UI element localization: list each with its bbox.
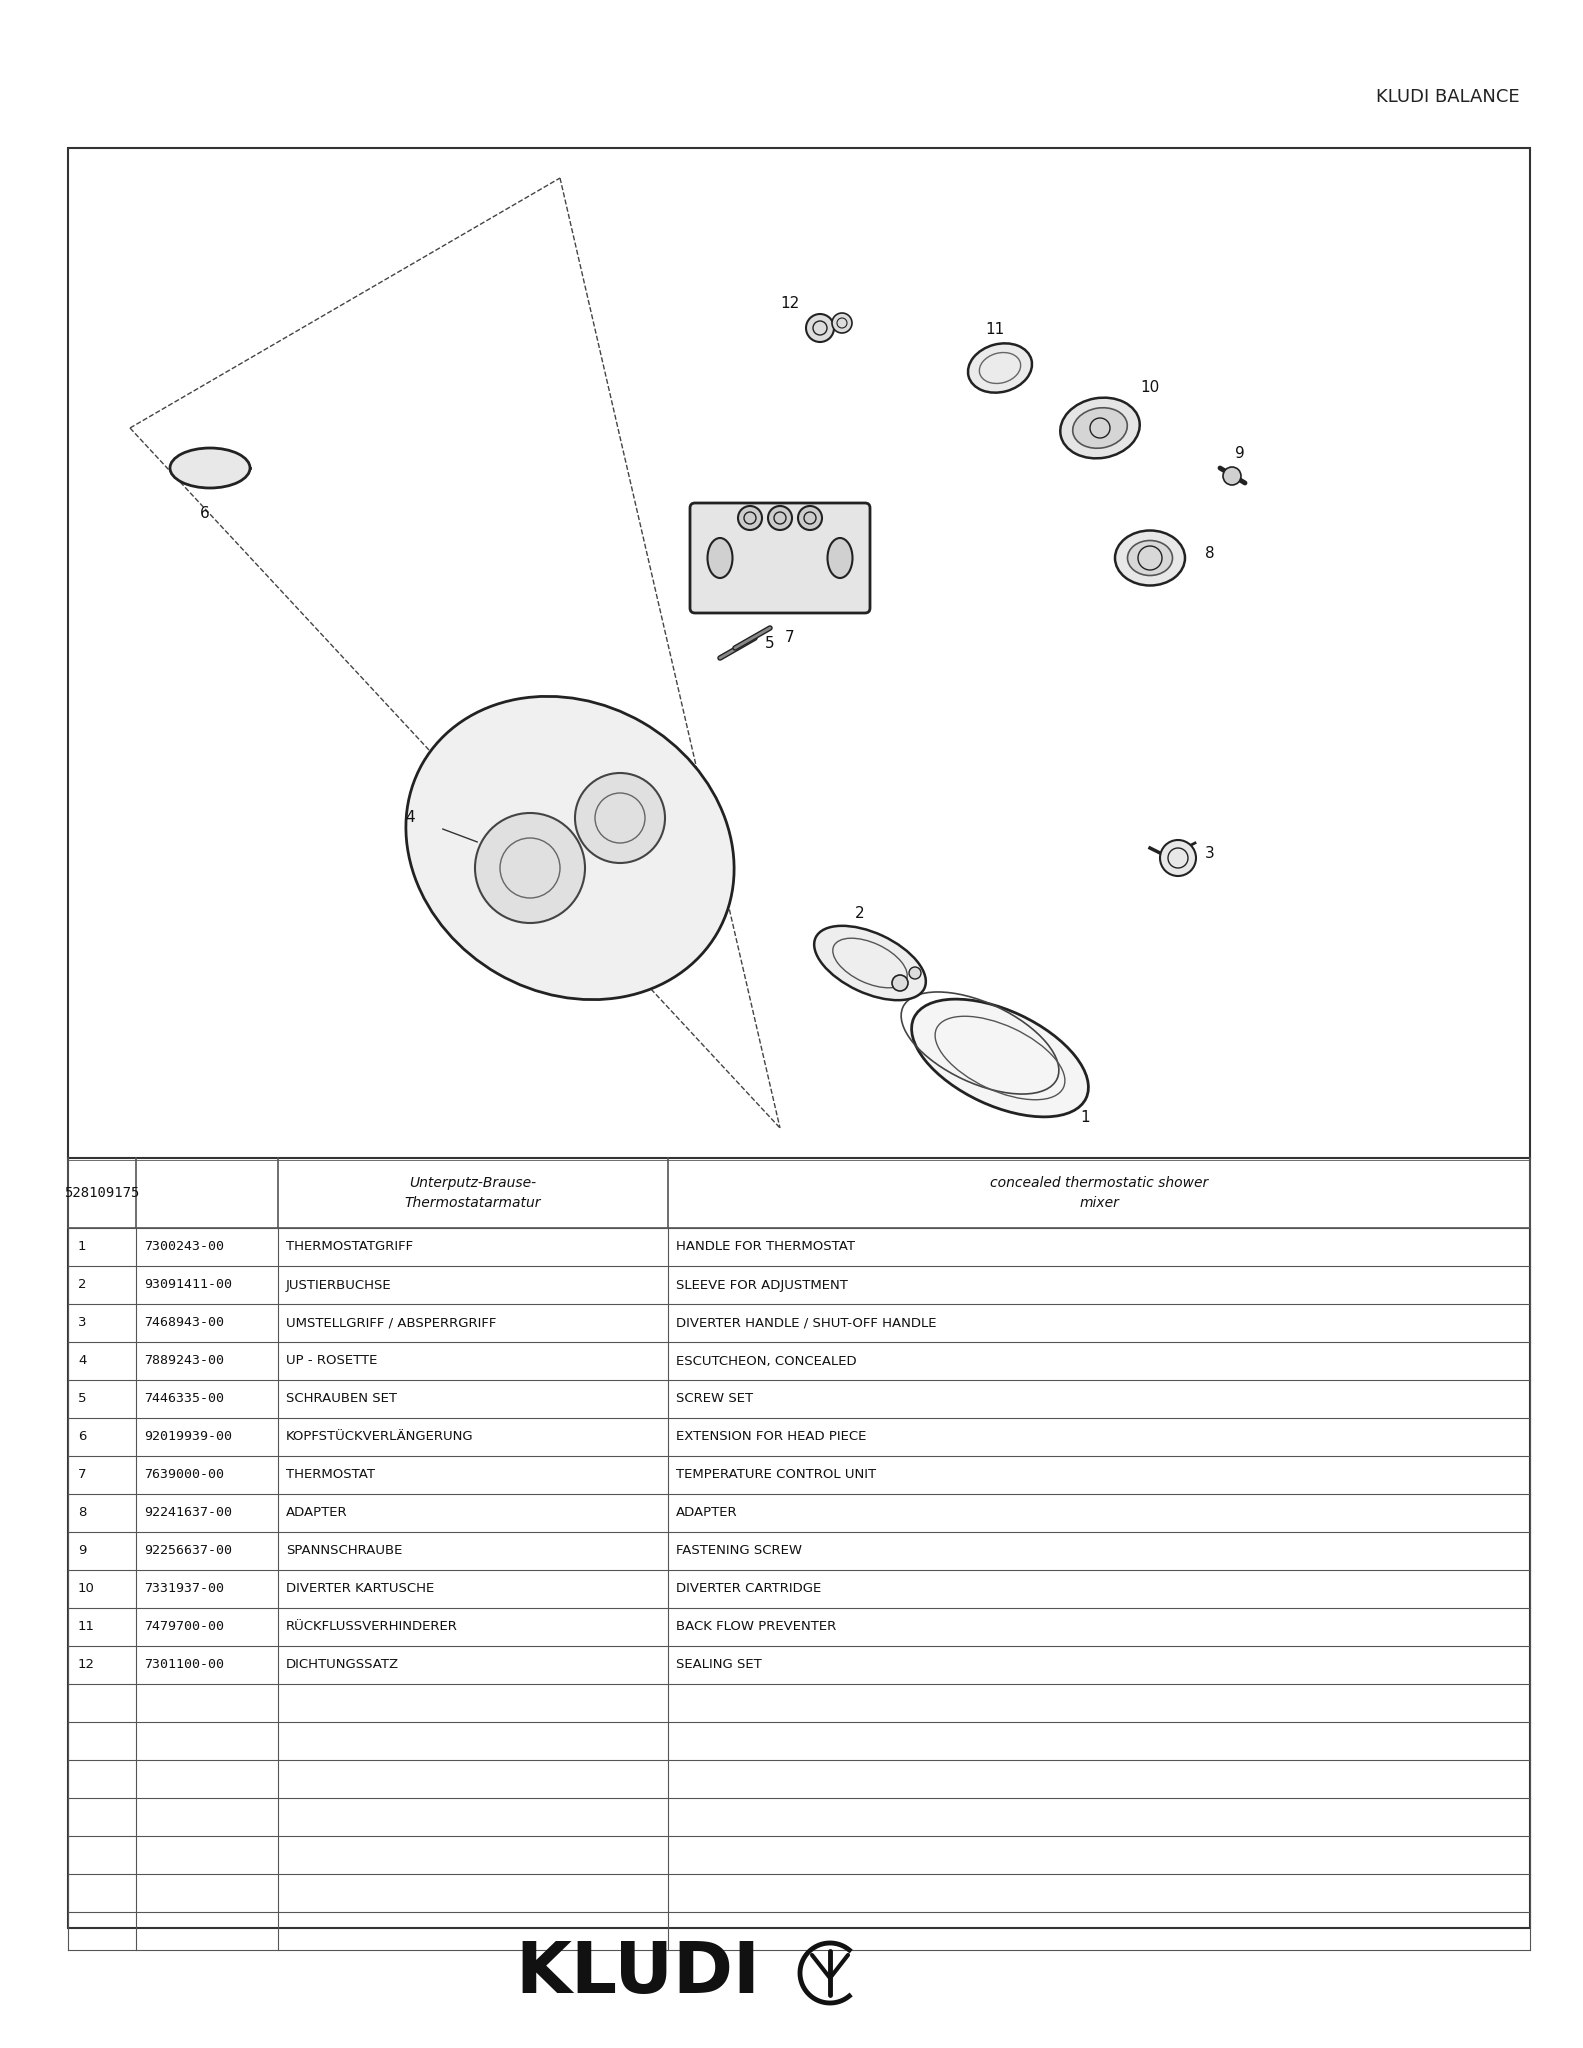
Text: 9: 9 (1235, 446, 1244, 461)
Text: 92019939-00: 92019939-00 (144, 1430, 233, 1444)
Text: DIVERTER HANDLE / SHUT-OFF HANDLE: DIVERTER HANDLE / SHUT-OFF HANDLE (676, 1317, 937, 1329)
Circle shape (833, 313, 852, 334)
Text: DICHTUNGSSATZ: DICHTUNGSSATZ (287, 1659, 399, 1671)
Text: 7889243-00: 7889243-00 (144, 1354, 225, 1368)
Text: 92256637-00: 92256637-00 (144, 1544, 233, 1556)
Text: EXTENSION FOR HEAD PIECE: EXTENSION FOR HEAD PIECE (676, 1430, 866, 1444)
Circle shape (891, 975, 909, 991)
Ellipse shape (1061, 397, 1140, 459)
Ellipse shape (1073, 408, 1127, 449)
Text: 92241637-00: 92241637-00 (144, 1507, 233, 1520)
Text: 528109175: 528109175 (65, 1186, 139, 1200)
Text: 1: 1 (1080, 1110, 1089, 1126)
Text: 7: 7 (785, 631, 795, 645)
Text: TEMPERATURE CONTROL UNIT: TEMPERATURE CONTROL UNIT (676, 1468, 875, 1481)
Text: JUSTIERBUCHSE: JUSTIERBUCHSE (287, 1278, 391, 1292)
Text: HANDLE FOR THERMOSTAT: HANDLE FOR THERMOSTAT (676, 1241, 855, 1253)
Text: 3: 3 (78, 1317, 87, 1329)
Ellipse shape (1127, 541, 1173, 575)
Text: Thermostatarmatur: Thermostatarmatur (405, 1196, 541, 1210)
Ellipse shape (967, 344, 1032, 393)
Text: DIVERTER CARTRIDGE: DIVERTER CARTRIDGE (676, 1583, 822, 1595)
Text: ESCUTCHEON, CONCEALED: ESCUTCHEON, CONCEALED (676, 1354, 856, 1368)
Circle shape (1160, 840, 1197, 877)
Text: RÜCKFLUSSVERHINDERER: RÜCKFLUSSVERHINDERER (287, 1620, 457, 1634)
Circle shape (798, 506, 822, 530)
Text: 2: 2 (855, 905, 864, 920)
Text: 7639000-00: 7639000-00 (144, 1468, 225, 1481)
Text: 7446335-00: 7446335-00 (144, 1393, 225, 1405)
Text: 8: 8 (78, 1507, 87, 1520)
Text: 3: 3 (1205, 846, 1214, 860)
Circle shape (738, 506, 761, 530)
Text: THERMOSTATGRIFF: THERMOSTATGRIFF (287, 1241, 413, 1253)
Text: 5: 5 (78, 1393, 87, 1405)
Text: SCREW SET: SCREW SET (676, 1393, 754, 1405)
Text: SPANNSCHRAUBE: SPANNSCHRAUBE (287, 1544, 402, 1556)
Text: 11: 11 (985, 322, 1005, 338)
Circle shape (475, 813, 586, 924)
Text: 7301100-00: 7301100-00 (144, 1659, 225, 1671)
Text: KLUDI BALANCE: KLUDI BALANCE (1376, 88, 1520, 106)
Text: concealed thermostatic shower: concealed thermostatic shower (989, 1176, 1208, 1190)
Text: FASTENING SCREW: FASTENING SCREW (676, 1544, 803, 1556)
Ellipse shape (1114, 530, 1186, 586)
Text: 6: 6 (199, 506, 211, 520)
Text: THERMOSTAT: THERMOSTAT (287, 1468, 375, 1481)
Circle shape (909, 967, 921, 979)
Circle shape (1224, 467, 1241, 485)
Text: 7300243-00: 7300243-00 (144, 1241, 225, 1253)
Text: UP - ROSETTE: UP - ROSETTE (287, 1354, 377, 1368)
Ellipse shape (708, 539, 733, 578)
Text: 6: 6 (78, 1430, 87, 1444)
Text: 7479700-00: 7479700-00 (144, 1620, 225, 1634)
FancyBboxPatch shape (690, 504, 871, 612)
Text: SCHRAUBEN SET: SCHRAUBEN SET (287, 1393, 397, 1405)
Text: 8: 8 (1205, 545, 1214, 561)
Text: 12: 12 (78, 1659, 95, 1671)
Text: UMSTELLGRIFF / ABSPERRGRIFF: UMSTELLGRIFF / ABSPERRGRIFF (287, 1317, 497, 1329)
Circle shape (575, 772, 665, 862)
Text: Unterputz-Brause-: Unterputz-Brause- (410, 1176, 537, 1190)
Text: ADAPTER: ADAPTER (287, 1507, 348, 1520)
Text: 11: 11 (78, 1620, 95, 1634)
Circle shape (806, 313, 834, 342)
Text: KLUDI: KLUDI (514, 1939, 760, 2007)
Ellipse shape (814, 926, 926, 999)
Text: 7: 7 (78, 1468, 87, 1481)
Text: SLEEVE FOR ADJUSTMENT: SLEEVE FOR ADJUSTMENT (676, 1278, 848, 1292)
Text: 7468943-00: 7468943-00 (144, 1317, 225, 1329)
Bar (68, 147, 1531, 1927)
Ellipse shape (828, 539, 853, 578)
Circle shape (768, 506, 792, 530)
Text: BACK FLOW PREVENTER: BACK FLOW PREVENTER (676, 1620, 836, 1634)
Text: 12: 12 (780, 295, 799, 311)
Ellipse shape (912, 999, 1089, 1116)
Text: 5: 5 (765, 635, 774, 651)
Text: 4: 4 (405, 811, 415, 825)
Ellipse shape (405, 696, 735, 999)
Text: 4: 4 (78, 1354, 87, 1368)
Text: 2: 2 (78, 1278, 87, 1292)
Text: 7331937-00: 7331937-00 (144, 1583, 225, 1595)
Text: 9: 9 (78, 1544, 87, 1556)
Text: 10: 10 (78, 1583, 95, 1595)
Text: KOPFSTÜCKVERLÄNGERUNG: KOPFSTÜCKVERLÄNGERUNG (287, 1430, 473, 1444)
Text: mixer: mixer (1080, 1196, 1119, 1210)
Text: 10: 10 (1140, 381, 1160, 395)
Text: 1: 1 (78, 1241, 87, 1253)
Text: DIVERTER KARTUSCHE: DIVERTER KARTUSCHE (287, 1583, 434, 1595)
Text: SEALING SET: SEALING SET (676, 1659, 761, 1671)
Text: ADAPTER: ADAPTER (676, 1507, 738, 1520)
Ellipse shape (169, 449, 250, 487)
Text: 93091411-00: 93091411-00 (144, 1278, 233, 1292)
